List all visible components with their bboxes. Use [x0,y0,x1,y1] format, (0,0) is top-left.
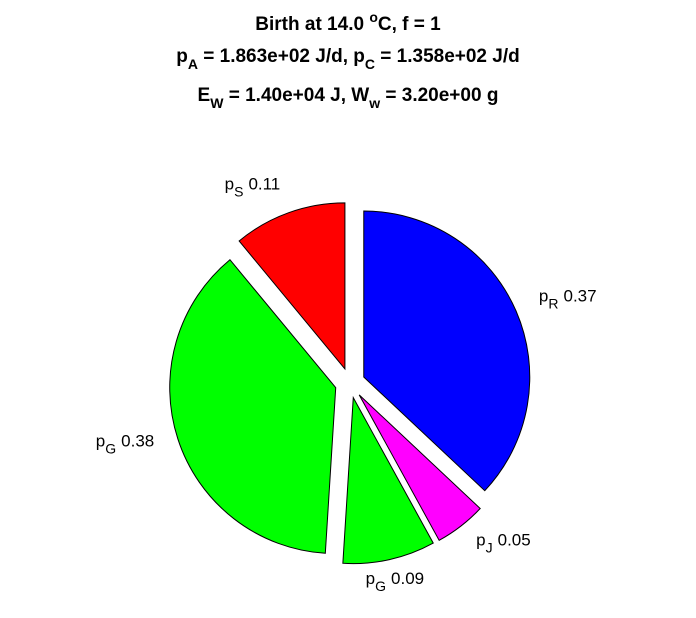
label-name: p [476,531,485,550]
label-name: p [539,286,548,305]
title-text: Birth at 14.0 [255,14,369,35]
label-subscript: S [234,183,243,199]
title-text: w [368,95,380,111]
slice-label: pG 0.09 [366,569,424,594]
pie-slice [342,395,434,565]
label-subscript: G [105,441,116,457]
label-name: p [366,569,375,588]
title-text: = 1.40e+04 J, W [223,85,369,106]
slice-label: pR 0.37 [539,286,597,311]
chart-title: EW = 1.40e+04 J, Ww = 3.20e+00 g [198,85,499,111]
chart-title: pA = 1.863e+02 J/d, pC = 1.358e+02 J/d [176,46,519,72]
label-name: p [96,432,105,451]
title-text: o [369,9,378,25]
label-value: 0.38 [121,432,154,451]
label-value: 0.09 [391,569,424,588]
label-subscript: R [548,295,558,311]
label-value: 0.05 [498,531,531,550]
pie-slice [169,259,337,554]
title-text: = 1.358e+02 J/d [375,46,520,67]
title-text: = 3.20e+00 g [380,85,498,106]
title-text: E [198,85,211,106]
title-text: C [365,56,375,72]
title-text: = 1.863e+02 J/d, p [198,46,365,67]
label-subscript: G [375,578,386,594]
title-text: A [188,56,198,72]
label-subscript: J [486,540,493,556]
pie-slice [238,202,346,371]
title-text: W [210,95,224,111]
label-name: p [225,174,234,193]
slice-label: pG 0.38 [96,432,154,457]
slice-label: pS 0.11 [225,174,281,199]
label-value: 0.37 [564,286,597,305]
title-text: p [176,46,188,67]
slice-label: pJ 0.05 [476,531,531,556]
pie-slice [358,394,481,541]
pie-slice [363,210,531,492]
label-value: 0.11 [248,174,280,193]
chart-title: Birth at 14.0 oC, f = 1 [255,9,441,35]
title-text: C, f = 1 [378,14,441,35]
